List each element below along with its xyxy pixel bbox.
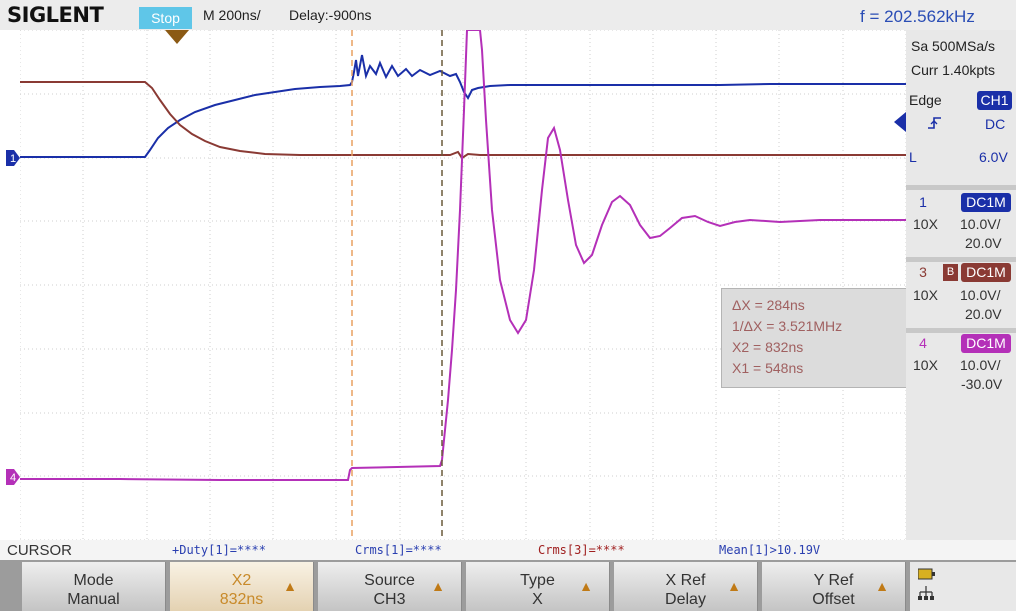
- trigger-coupling: DC: [985, 116, 1006, 132]
- status-icon-area: [910, 562, 1016, 611]
- mode-label: Mode: [73, 572, 114, 589]
- delay-readout: Delay:-900ns: [289, 7, 372, 23]
- measurement-duty: +Duty[1]=****: [172, 543, 266, 557]
- menu-title: CURSOR: [7, 542, 73, 559]
- measurement-bar: CURSOR +Duty[1]=**** Crms[1]=**** Crms[3…: [0, 540, 1016, 560]
- frequency-readout: f = 202.562kHz: [860, 7, 975, 26]
- type-label: Type: [520, 572, 555, 589]
- ch3-offset: 20.0V: [965, 306, 1002, 322]
- ch4-probe: 10X: [913, 357, 938, 373]
- timebase-readout: M 200ns/: [203, 7, 261, 23]
- adjust-arrow-icon: ▲: [875, 578, 889, 594]
- type-button[interactable]: Type X ▲: [466, 562, 610, 611]
- cursor-x1-value: X1 = 548ns: [732, 360, 804, 376]
- x2-button[interactable]: X2 832ns ▲: [170, 562, 314, 611]
- ch3-number: 3: [919, 264, 927, 280]
- source-value: CH3: [373, 591, 406, 608]
- cursor-readout-box: ΔX = 284ns 1/ΔX = 3.521MHz X2 = 832ns X1…: [721, 288, 907, 388]
- ch4-number: 4: [919, 335, 927, 351]
- cursor-x2-value: X2 = 832ns: [732, 339, 804, 355]
- cursor-inverse-delta-x: 1/ΔX = 3.521MHz: [732, 318, 843, 334]
- trigger-level: 6.0V: [979, 149, 1008, 165]
- ch1-probe: 10X: [913, 216, 938, 232]
- ch4-ground-marker[interactable]: 4: [6, 469, 20, 485]
- sample-rate: Sa 500MSa/s: [911, 38, 996, 54]
- type-value: X: [532, 591, 543, 608]
- source-label: Source: [364, 572, 415, 589]
- ch3-probe: 10X: [913, 287, 938, 303]
- ch1-scale: 10.0V/: [960, 216, 1001, 232]
- ch1-coupling-badge: DC1M: [961, 193, 1011, 212]
- trigger-level-prefix: L: [909, 149, 917, 165]
- bandwidth-limit-icon: B: [943, 264, 958, 281]
- cursor-delta-x: ΔX = 284ns: [732, 297, 805, 313]
- graticule: [20, 30, 906, 540]
- trigger-level-marker[interactable]: [894, 112, 906, 132]
- ch4-marker-label: 4: [10, 472, 16, 484]
- adjust-arrow-icon: ▲: [283, 578, 297, 594]
- ch4-coupling-badge: DC1M: [961, 334, 1011, 353]
- y-ref-value: Offset: [812, 591, 855, 608]
- network-icon: [918, 586, 934, 600]
- ch3-coupling-badge: DC1M: [961, 263, 1011, 282]
- y-ref-label: Y Ref: [813, 572, 854, 589]
- soft-menu-bar: Mode Manual X2 832ns ▲ Source CH3 ▲ Type…: [0, 560, 1016, 611]
- x-ref-value: Delay: [665, 591, 706, 608]
- ch4-offset: -30.0V: [961, 376, 1003, 392]
- x-ref-label: X Ref: [665, 572, 706, 589]
- measurement-mean: Mean[1]>10.19V: [719, 543, 821, 557]
- measurement-crms-ch1: Crms[1]=****: [355, 543, 442, 557]
- separator: [906, 257, 1016, 262]
- y-ref-button[interactable]: Y Ref Offset ▲: [762, 562, 906, 611]
- waveform-display[interactable]: [20, 30, 906, 540]
- separator: [906, 328, 1016, 333]
- source-button[interactable]: Source CH3 ▲: [318, 562, 462, 611]
- current-points: Curr 1.40kpts: [911, 62, 996, 78]
- ch1-waveform: [20, 54, 906, 158]
- side-info-panel: Sa 500MSa/s Curr 1.40kpts Edge CH1 DC L …: [906, 30, 1016, 540]
- x2-label: X2: [231, 572, 252, 589]
- run-stop-indicator[interactable]: Stop: [139, 7, 192, 29]
- mode-value: Manual: [67, 591, 120, 608]
- ch3-waveform: [20, 81, 906, 160]
- adjust-arrow-icon: ▲: [579, 578, 593, 594]
- ch4-waveform: [20, 30, 906, 481]
- ch4-scale: 10.0V/: [960, 357, 1001, 373]
- ch1-number: 1: [919, 194, 927, 210]
- rising-edge-icon: [928, 117, 941, 129]
- brand-logo: SIGLENT: [7, 3, 104, 27]
- ch1-ground-marker[interactable]: 1: [6, 150, 20, 166]
- ch1-offset: 20.0V: [965, 235, 1002, 251]
- measurement-crms-ch3: Crms[3]=****: [538, 543, 625, 557]
- ch1-marker-label: 1: [10, 153, 16, 165]
- trigger-type[interactable]: Edge: [909, 92, 942, 108]
- x2-value: 832ns: [219, 591, 264, 608]
- adjust-arrow-icon: ▲: [727, 578, 741, 594]
- trigger-position-marker[interactable]: [165, 30, 189, 44]
- separator: [906, 185, 1016, 190]
- ch3-scale: 10.0V/: [960, 287, 1001, 303]
- trigger-source-badge[interactable]: CH1: [977, 91, 1012, 110]
- mode-button[interactable]: Mode Manual: [22, 562, 166, 611]
- adjust-arrow-icon: ▲: [431, 578, 445, 594]
- x-ref-button[interactable]: X Ref Delay ▲: [614, 562, 758, 611]
- waveform-svg: [20, 30, 906, 540]
- battery-icon: [918, 568, 935, 580]
